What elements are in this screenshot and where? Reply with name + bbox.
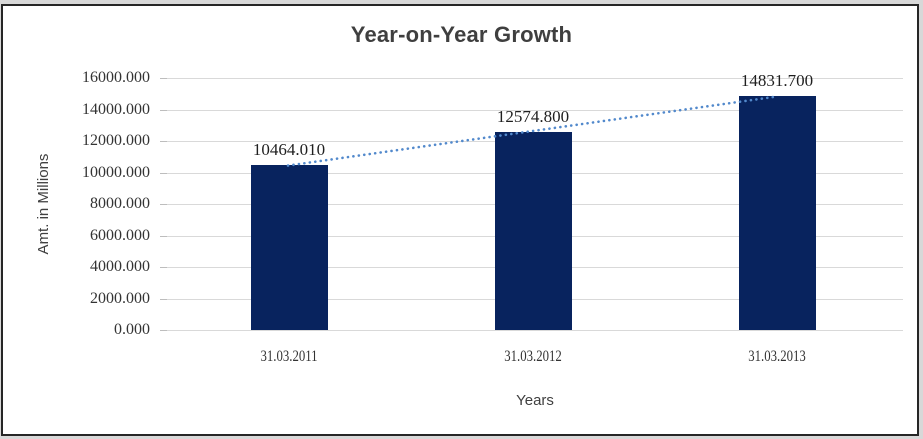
y-axis-tick-mark (160, 78, 167, 79)
bar-data-label: 10464.010 (252, 140, 326, 160)
y-axis-tick-label: 0.000 (114, 321, 150, 338)
y-axis-tick-label: 12000.000 (82, 132, 150, 149)
x-axis-tick-label: 31.03.2012 (504, 348, 562, 365)
y-axis-tick-label: 10000.000 (82, 163, 150, 181)
x-axis-title: Years (516, 392, 554, 409)
y-axis-tick-mark (160, 204, 167, 205)
y-axis-tick-label: 14000.000 (82, 100, 150, 118)
y-axis-tick-label: 6000.000 (90, 226, 150, 244)
bar (738, 96, 816, 330)
y-axis-tick-mark (160, 330, 167, 331)
bar (494, 131, 572, 330)
gridline (167, 330, 903, 331)
y-axis-tick-mark (160, 235, 167, 237)
x-axis-tick-label: 31.03.2013 (748, 348, 806, 365)
y-axis-tick-mark (160, 109, 167, 111)
y-axis-tick-label: 4000.000 (90, 258, 150, 275)
bar-data-label: 14831.700 (740, 71, 814, 91)
y-axis-tick-label: 2000.000 (90, 289, 150, 307)
y-axis-tick-label: 16000.000 (82, 69, 150, 86)
y-axis-tick-mark (160, 298, 167, 300)
bar (250, 165, 328, 330)
gridline (167, 78, 903, 79)
y-axis-tick-mark (160, 172, 167, 174)
bar-data-label: 12574.800 (496, 106, 570, 126)
y-axis-tick-mark (160, 267, 167, 268)
y-axis-tick-mark (160, 141, 167, 142)
y-axis-tick-label: 8000.000 (90, 195, 150, 212)
chart-title: Year-on-Year Growth (350, 22, 573, 47)
x-axis-tick-label: 31.03.2011 (260, 348, 318, 365)
